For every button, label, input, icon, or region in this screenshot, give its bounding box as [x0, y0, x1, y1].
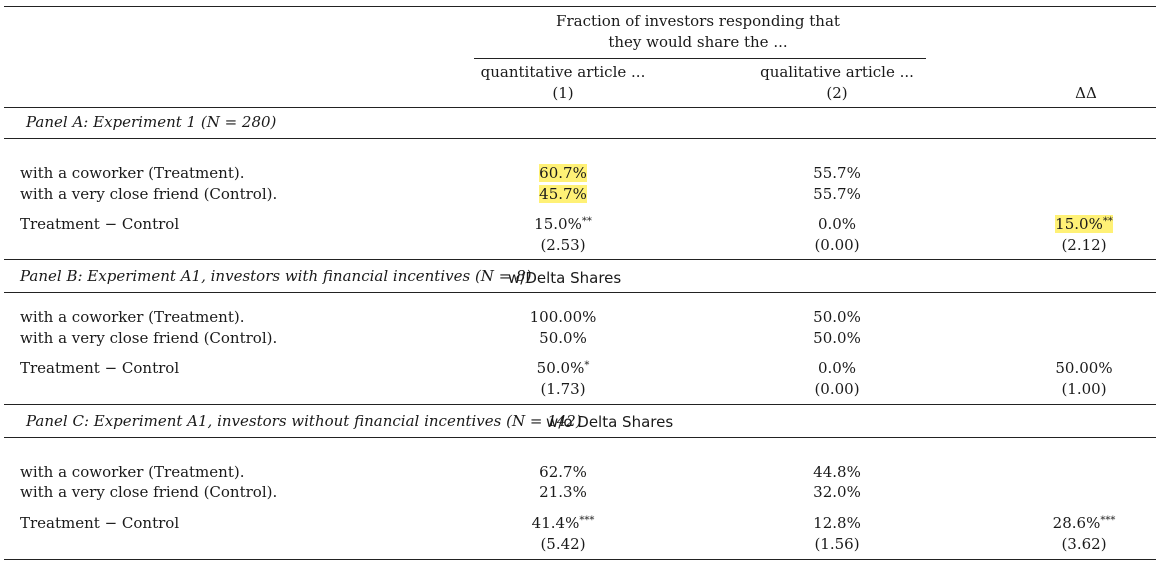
diff-value: 28.6% [1052, 514, 1101, 532]
diff-value: 15.0% [1055, 215, 1103, 233]
panel-a-stat-col1: (2.53) [540, 236, 586, 254]
panel-a-diff-col3: 15.0%** [1000, 215, 1168, 233]
col2-number: (2) [826, 84, 848, 102]
panel-a-treatment-col1: 60.7% [470, 164, 656, 182]
panel-a-stat-col2: (0.00) [814, 236, 860, 254]
panel-c-treatment-label: with a coworker (Treatment). [20, 463, 245, 481]
col1-header: quantitative article ... [480, 63, 646, 81]
panel-c-control-label: with a very close friend (Control). [20, 483, 278, 501]
diff-value: 50.0% [536, 359, 585, 377]
significance-stars: * [584, 360, 590, 371]
diff-value: 41.4% [531, 514, 580, 532]
panel-b-stat-col1: (1.73) [540, 380, 586, 398]
panel-a-diff-label: Treatment − Control [20, 215, 180, 233]
panel-c-diff-label: Treatment − Control [20, 514, 180, 532]
panel-a-treatment-label: with a coworker (Treatment). [20, 164, 245, 182]
bottom-rule [4, 559, 1156, 560]
panel-c-stat-col3: (3.62) [1061, 535, 1107, 553]
group-header-rule [474, 58, 926, 59]
panel-c-note: w/o Delta Shares [546, 413, 674, 431]
significance-stars: *** [1100, 515, 1116, 526]
significance-stars: ** [1102, 216, 1113, 227]
panel-b-treatment-col2: 50.0% [813, 308, 861, 326]
highlighted-value: 45.7% [539, 185, 587, 203]
panel-b-control-label: with a very close friend (Control). [20, 329, 278, 347]
col1-number: (1) [552, 84, 574, 102]
diff-value: 0.0% [817, 215, 857, 233]
panel-b-diff-col2: 0.0% [744, 359, 930, 377]
col3-header: ΔΔ [1075, 84, 1097, 102]
panel-c-rule [4, 437, 1156, 438]
group-header-line1: Fraction of investors responding that [556, 12, 840, 30]
panel-c-diff-col2: 12.8% [744, 514, 930, 532]
panel-a-rule [4, 138, 1156, 139]
panel-b-diff-label: Treatment − Control [20, 359, 180, 377]
diff-value: 50.00% [1055, 359, 1113, 377]
panel-b-treatment-label: with a coworker (Treatment). [20, 308, 245, 326]
panel-a-control-col2: 55.7% [813, 185, 861, 203]
panel-c-control-col2: 32.0% [813, 483, 861, 501]
panel-b-diff-col1: 50.0%* [470, 359, 656, 377]
highlighted-value: 60.7% [539, 164, 587, 182]
panel-a-stat-col3: (2.12) [1061, 236, 1107, 254]
group-header-line2: they would share the ... [608, 33, 788, 51]
panel-c-diff-col3: 28.6%*** [1000, 514, 1168, 532]
panel-b-note: w/Delta Shares [508, 269, 622, 287]
panel-b-diff-col3: 50.00% [1000, 359, 1168, 377]
significance-stars: *** [579, 515, 595, 526]
panel-c-top-rule [4, 404, 1156, 405]
panel-a-control-label: with a very close friend (Control). [20, 185, 278, 203]
panel-c-control-col1: 21.3% [539, 483, 587, 501]
panel-c-treatment-col2: 44.8% [813, 463, 861, 481]
top-rule [4, 6, 1156, 7]
highlighted-value: 15.0%** [1055, 215, 1113, 233]
panel-b-rule [4, 292, 1156, 293]
panel-a-title: Panel A: Experiment 1 (N = 280) [26, 113, 277, 131]
panel-b-top-rule [4, 259, 1156, 260]
panel-c-treatment-col1: 62.7% [539, 463, 587, 481]
panel-a-control-col1: 45.7% [470, 185, 656, 203]
panel-c-stat-col2: (1.56) [814, 535, 860, 553]
diff-value: 12.8% [813, 514, 861, 532]
panel-b-stat-col2: (0.00) [814, 380, 860, 398]
panel-a-diff-col2: 0.0% [744, 215, 930, 233]
panel-b-stat-col3: (1.00) [1061, 380, 1107, 398]
panel-b-control-col2: 50.0% [813, 329, 861, 347]
header-rule [4, 107, 1156, 108]
significance-stars: ** [581, 216, 592, 227]
diff-value: 0.0% [817, 359, 857, 377]
diff-value: 15.0% [534, 215, 582, 233]
panel-b-control-col1: 50.0% [539, 329, 587, 347]
panel-b-treatment-col1: 100.00% [529, 308, 597, 326]
panel-a-treatment-col2: 55.7% [813, 164, 861, 182]
panel-c-title: Panel C: Experiment A1, investors withou… [26, 412, 582, 430]
panel-a-diff-col1: 15.0%** [470, 215, 656, 233]
panel-c-stat-col1: (5.42) [540, 535, 586, 553]
panel-c-diff-col1: 41.4%*** [470, 514, 656, 532]
col2-header: qualitative article ... [760, 63, 914, 81]
panel-b-title: Panel B: Experiment A1, investors with f… [20, 267, 532, 285]
